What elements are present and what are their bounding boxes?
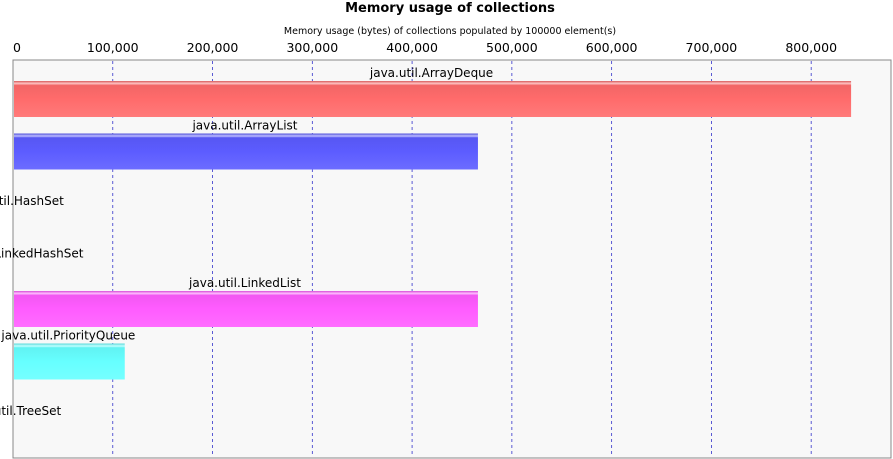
x-tick-label: 0 (13, 40, 21, 55)
bar (14, 133, 478, 170)
plot-area (12, 59, 892, 459)
chart-title: Memory usage of collections (345, 1, 555, 16)
x-tick-label: 600,000 (586, 40, 638, 55)
bar-label: java.util.ArrayList (191, 119, 297, 133)
bar-label: java.util.PriorityQueue (0, 329, 135, 343)
x-tick-label: 500,000 (486, 40, 538, 55)
bars: java.util.ArrayDeque java.util.ArrayList j… (0, 66, 852, 418)
bar-label: java.util.LinkedHashSet (0, 247, 84, 261)
bar-label: java.util.ArrayDeque (369, 66, 493, 80)
x-tick-label: 400,000 (386, 40, 438, 55)
chart-subtitle: Memory usage (bytes) of collections popu… (284, 26, 616, 37)
bar-label: java.util.TreeSet (0, 404, 62, 418)
x-tick-label: 300,000 (286, 40, 338, 55)
bar-label: java.util.HashSet (0, 194, 64, 208)
bar-label: java.util.LinkedList (188, 276, 301, 290)
x-tick-label: 800,000 (785, 40, 837, 55)
x-axis: 0 100,000 200,000 300,000 400,000 500,000 600,… (13, 40, 837, 55)
x-tick-label: 200,000 (187, 40, 239, 55)
x-tick-label: 700,000 (686, 40, 738, 55)
bar (14, 81, 852, 117)
bar (14, 291, 478, 327)
grid (112, 61, 812, 457)
bar (14, 343, 125, 380)
x-tick-label: 100,000 (87, 40, 139, 55)
